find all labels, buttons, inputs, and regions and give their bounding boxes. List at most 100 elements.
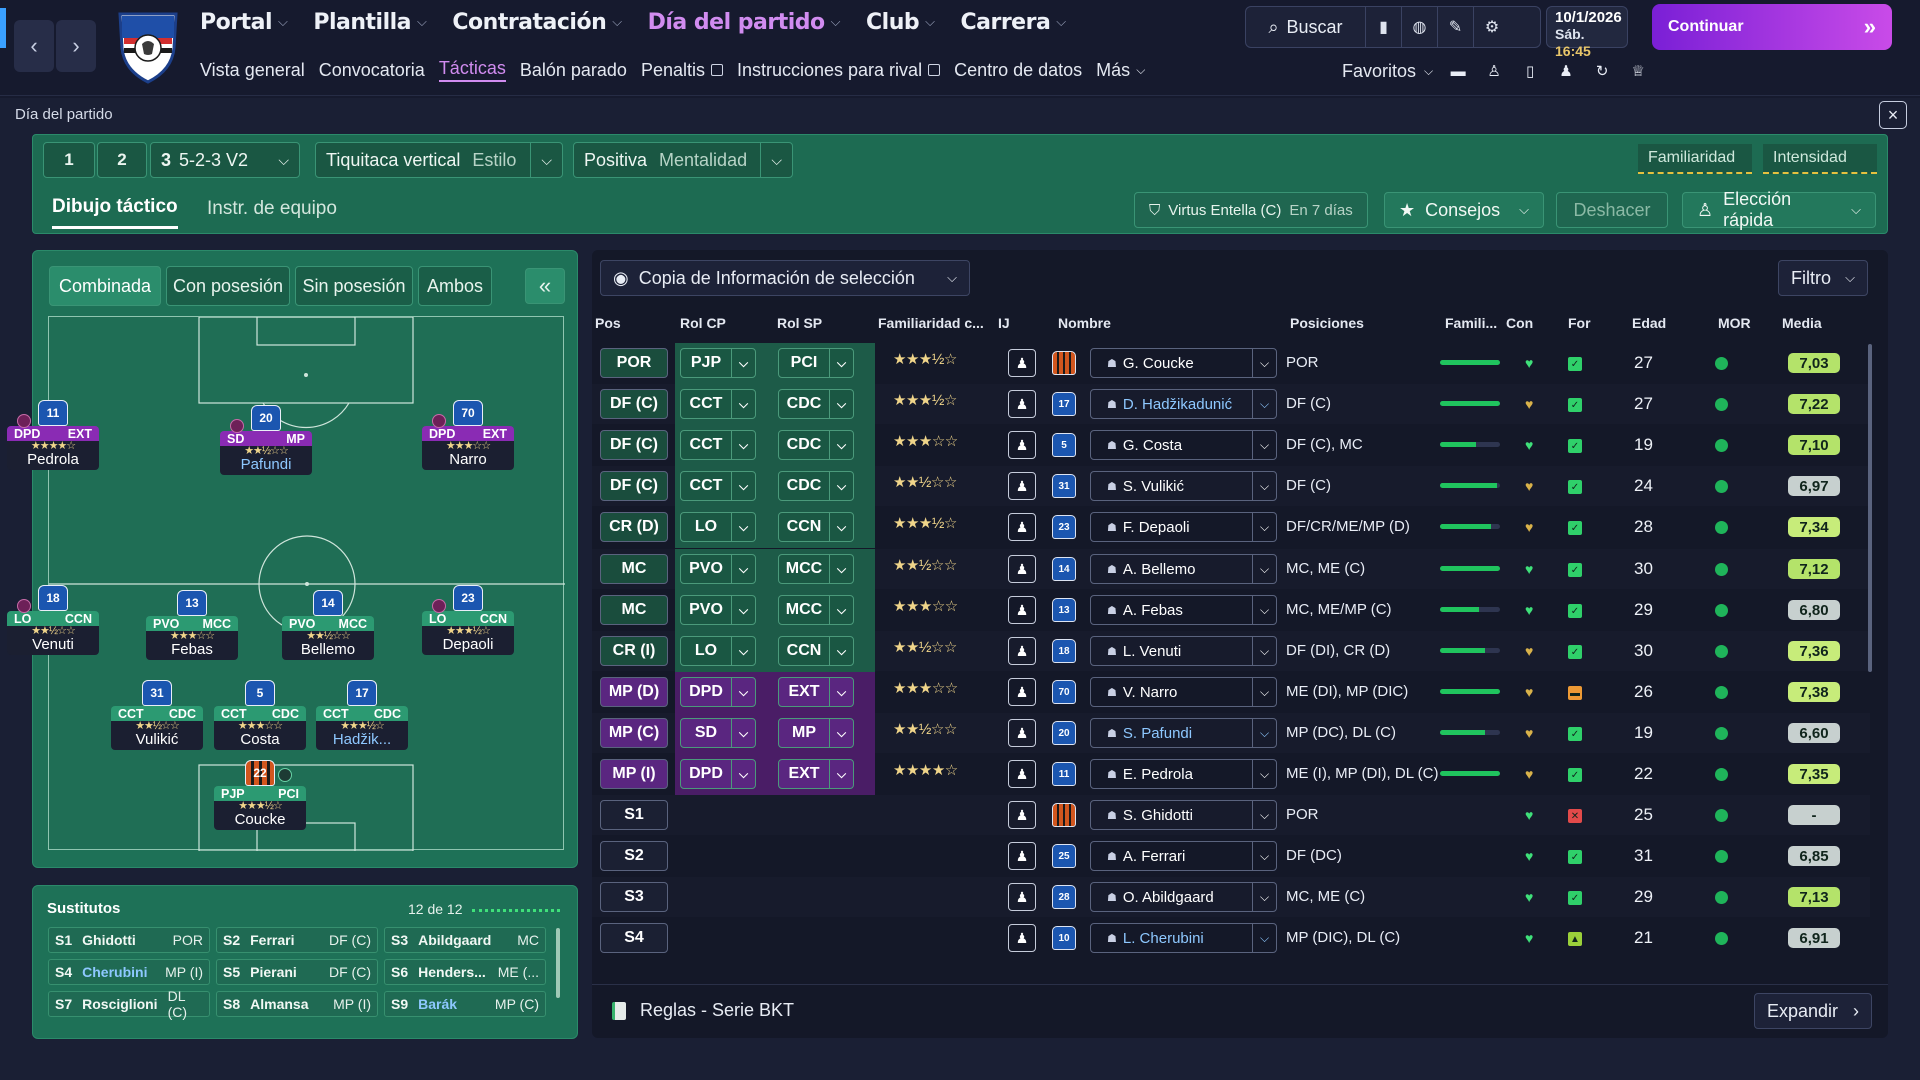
player-name-dropdown[interactable]: ☗ A. Ferrari ⌵	[1090, 841, 1277, 871]
substitute-item[interactable]: S3 Abildgaard MC	[384, 927, 546, 953]
collapse-button[interactable]: «	[525, 268, 565, 304]
forward-button[interactable]: ›	[56, 20, 96, 72]
col-ij[interactable]: IJ	[998, 315, 1010, 331]
familiarity-meter[interactable]: Familiaridad	[1638, 144, 1752, 174]
pitch-player[interactable]: 20 SD MP ★★½☆☆ Pafundi	[220, 405, 312, 475]
role-cp-dropdown[interactable]: LO ⌵	[680, 636, 756, 666]
position-button[interactable]: MP (I)	[600, 759, 668, 789]
tab-instr-equipo[interactable]: Instr. de equipo	[207, 198, 337, 219]
player-info-icon[interactable]: ♟	[1008, 390, 1036, 418]
col-pos[interactable]: Pos	[595, 315, 621, 331]
pitch-tab-combinada[interactable]: Combinada	[49, 266, 161, 306]
role-cp-dropdown[interactable]: DPD ⌵	[680, 759, 756, 789]
role-cp-dropdown[interactable]: PVO ⌵	[680, 554, 756, 584]
role-sp-dropdown[interactable]: PCI ⌵	[778, 348, 854, 378]
substitute-item[interactable]: S9 Barák MP (C)	[384, 991, 546, 1017]
role-cp-dropdown[interactable]: CCT ⌵	[680, 430, 756, 460]
expand-button[interactable]: Expandir ›	[1754, 993, 1872, 1029]
trophy-icon[interactable]: ♕	[1631, 63, 1645, 80]
player-name-dropdown[interactable]: ☗ S. Pafundi ⌵	[1090, 718, 1277, 748]
favorites-dropdown[interactable]: Favoritos ⌵	[1342, 60, 1434, 81]
pitch-player[interactable]: 17 CCT CDC ★★★½☆ Hadžik...	[316, 680, 408, 750]
player-info-icon[interactable]: ♟	[1008, 924, 1036, 952]
position-button[interactable]: DF (C)	[600, 389, 668, 419]
player-info-icon[interactable]: ♟	[1008, 555, 1036, 583]
subnav-balon-parado[interactable]: Balón parado	[519, 59, 627, 80]
mentality-dropdown[interactable]: Positiva Mentalidad ⌵	[573, 142, 793, 178]
role-cp-dropdown[interactable]: LO ⌵	[680, 512, 756, 542]
player-info-icon[interactable]: ♟	[1008, 801, 1036, 829]
back-button[interactable]: ‹	[14, 20, 54, 72]
nav-plantilla[interactable]: Plantilla ⌵	[313, 10, 427, 35]
position-button[interactable]: S4	[600, 923, 668, 953]
col-for[interactable]: For	[1568, 315, 1591, 331]
continue-button[interactable]: Continuar »	[1652, 4, 1892, 50]
player-name-dropdown[interactable]: ☗ O. Abildgaard ⌵	[1090, 882, 1277, 912]
formation-dropdown[interactable]: 3 5-2-3 V2 ⌵	[150, 142, 300, 178]
role-sp-dropdown[interactable]: MCC ⌵	[778, 554, 854, 584]
player-info-icon[interactable]: ♟	[1008, 842, 1036, 870]
col-rol-sp[interactable]: Rol SP	[777, 315, 823, 331]
chat-icon[interactable]: ▬	[1450, 62, 1466, 80]
table-row[interactable]	[592, 918, 1870, 958]
style-dropdown[interactable]: Tiquitaca vertical Estilo ⌵	[315, 142, 563, 178]
col-nombre[interactable]: Nombre	[1058, 315, 1111, 331]
col-mor[interactable]: MOR	[1718, 315, 1751, 331]
subnav-penaltis[interactable]: Penaltis	[641, 60, 723, 81]
table-row[interactable]	[592, 877, 1870, 917]
substitute-item[interactable]: S6 Henders... ME (...	[384, 959, 546, 985]
next-match-info[interactable]: ⛉ Virtus Entella (C) En 7 días	[1134, 192, 1368, 228]
pitch-player[interactable]: 13 PVO MCC ★★★☆☆ Febas	[146, 590, 238, 660]
position-button[interactable]: MC	[600, 554, 668, 584]
player-info-icon[interactable]: ♟	[1008, 513, 1036, 541]
subnav-mas[interactable]: Más ⌵	[1096, 59, 1146, 80]
role-sp-dropdown[interactable]: MP ⌵	[778, 718, 854, 748]
player-name-dropdown[interactable]: ☗ A. Febas ⌵	[1090, 595, 1277, 625]
role-sp-dropdown[interactable]: EXT ⌵	[778, 677, 854, 707]
col-rol-cp[interactable]: Rol CP	[680, 315, 726, 331]
pitch-player[interactable]: 22 PJP PCI ★★★½☆ Coucke	[214, 760, 306, 830]
subnav-tacticas[interactable]: Tácticas	[438, 58, 506, 82]
col-con[interactable]: Con	[1506, 315, 1534, 331]
role-sp-dropdown[interactable]: EXT ⌵	[778, 759, 854, 789]
position-button[interactable]: S2	[600, 841, 668, 871]
substitute-item[interactable]: S8 Almansa MP (I)	[216, 991, 378, 1017]
player-name-dropdown[interactable]: ☗ G. Costa ⌵	[1090, 430, 1277, 460]
quick-pick-button[interactable]: ♙ Elección rápida ⌵	[1682, 189, 1876, 230]
player-name-dropdown[interactable]: ☗ V. Narro ⌵	[1090, 677, 1277, 707]
position-button[interactable]: S3	[600, 882, 668, 912]
table-row[interactable]	[592, 836, 1870, 876]
player-name-dropdown[interactable]: ☗ A. Bellemo ⌵	[1090, 554, 1277, 584]
position-button[interactable]: MP (C)	[600, 718, 668, 748]
player-name-dropdown[interactable]: ☗ S. Vulikić ⌵	[1090, 471, 1277, 501]
filter-dropdown[interactable]: Filtro ⌵	[1778, 260, 1868, 296]
pitch-player[interactable]: 23 LO CCN ★★★½☆ Depaoli	[422, 585, 514, 655]
pitch-player[interactable]: 31 CCT CDC ★★½☆☆ Vulikić	[111, 680, 203, 750]
subnav-vista-general[interactable]: Vista general	[200, 59, 305, 80]
player-name-dropdown[interactable]: ☗ S. Ghidotti ⌵	[1090, 800, 1277, 830]
substitute-item[interactable]: S2 Ferrari DF (C)	[216, 927, 378, 953]
role-cp-dropdown[interactable]: PJP ⌵	[680, 348, 756, 378]
player-info-icon[interactable]: ♟	[1008, 637, 1036, 665]
view-dropdown[interactable]: ◉ Copia de Información de selección ⌵	[600, 260, 970, 296]
substitute-item[interactable]: S5 Pierani DF (C)	[216, 959, 378, 985]
col-edad[interactable]: Edad	[1632, 315, 1667, 331]
tactic-tab-1[interactable]: 1	[43, 142, 95, 178]
role-sp-dropdown[interactable]: CDC ⌵	[778, 471, 854, 501]
pitch-player[interactable]: 14 PVO MCC ★★½☆☆ Bellemo	[282, 590, 374, 660]
clipboard-icon[interactable]: ▯	[1526, 63, 1535, 80]
role-cp-dropdown[interactable]: DPD ⌵	[680, 677, 756, 707]
position-button[interactable]: DF (C)	[600, 471, 668, 501]
substitute-item[interactable]: S1 Ghidotti POR	[48, 927, 210, 953]
tab-dibujo-tactico[interactable]: Dibujo táctico	[52, 196, 178, 229]
player-name-dropdown[interactable]: ☗ D. Hadžikadunić ⌵	[1090, 389, 1277, 419]
subnav-convocatoria[interactable]: Convocatoria	[318, 59, 425, 80]
player-info-icon[interactable]: ♟	[1008, 678, 1036, 706]
pitch-player[interactable]: 11 DPD EXT ★★★★☆ Pedrola	[7, 400, 99, 470]
player-info-icon[interactable]: ♟	[1008, 760, 1036, 788]
pitch-tab-con-posesion[interactable]: Con posesión	[166, 266, 290, 306]
close-icon[interactable]: ×	[1879, 101, 1907, 129]
player-name-dropdown[interactable]: ☗ L. Cherubini ⌵	[1090, 923, 1277, 953]
col-posiciones[interactable]: Posiciones	[1290, 315, 1364, 331]
role-cp-dropdown[interactable]: CCT ⌵	[680, 389, 756, 419]
